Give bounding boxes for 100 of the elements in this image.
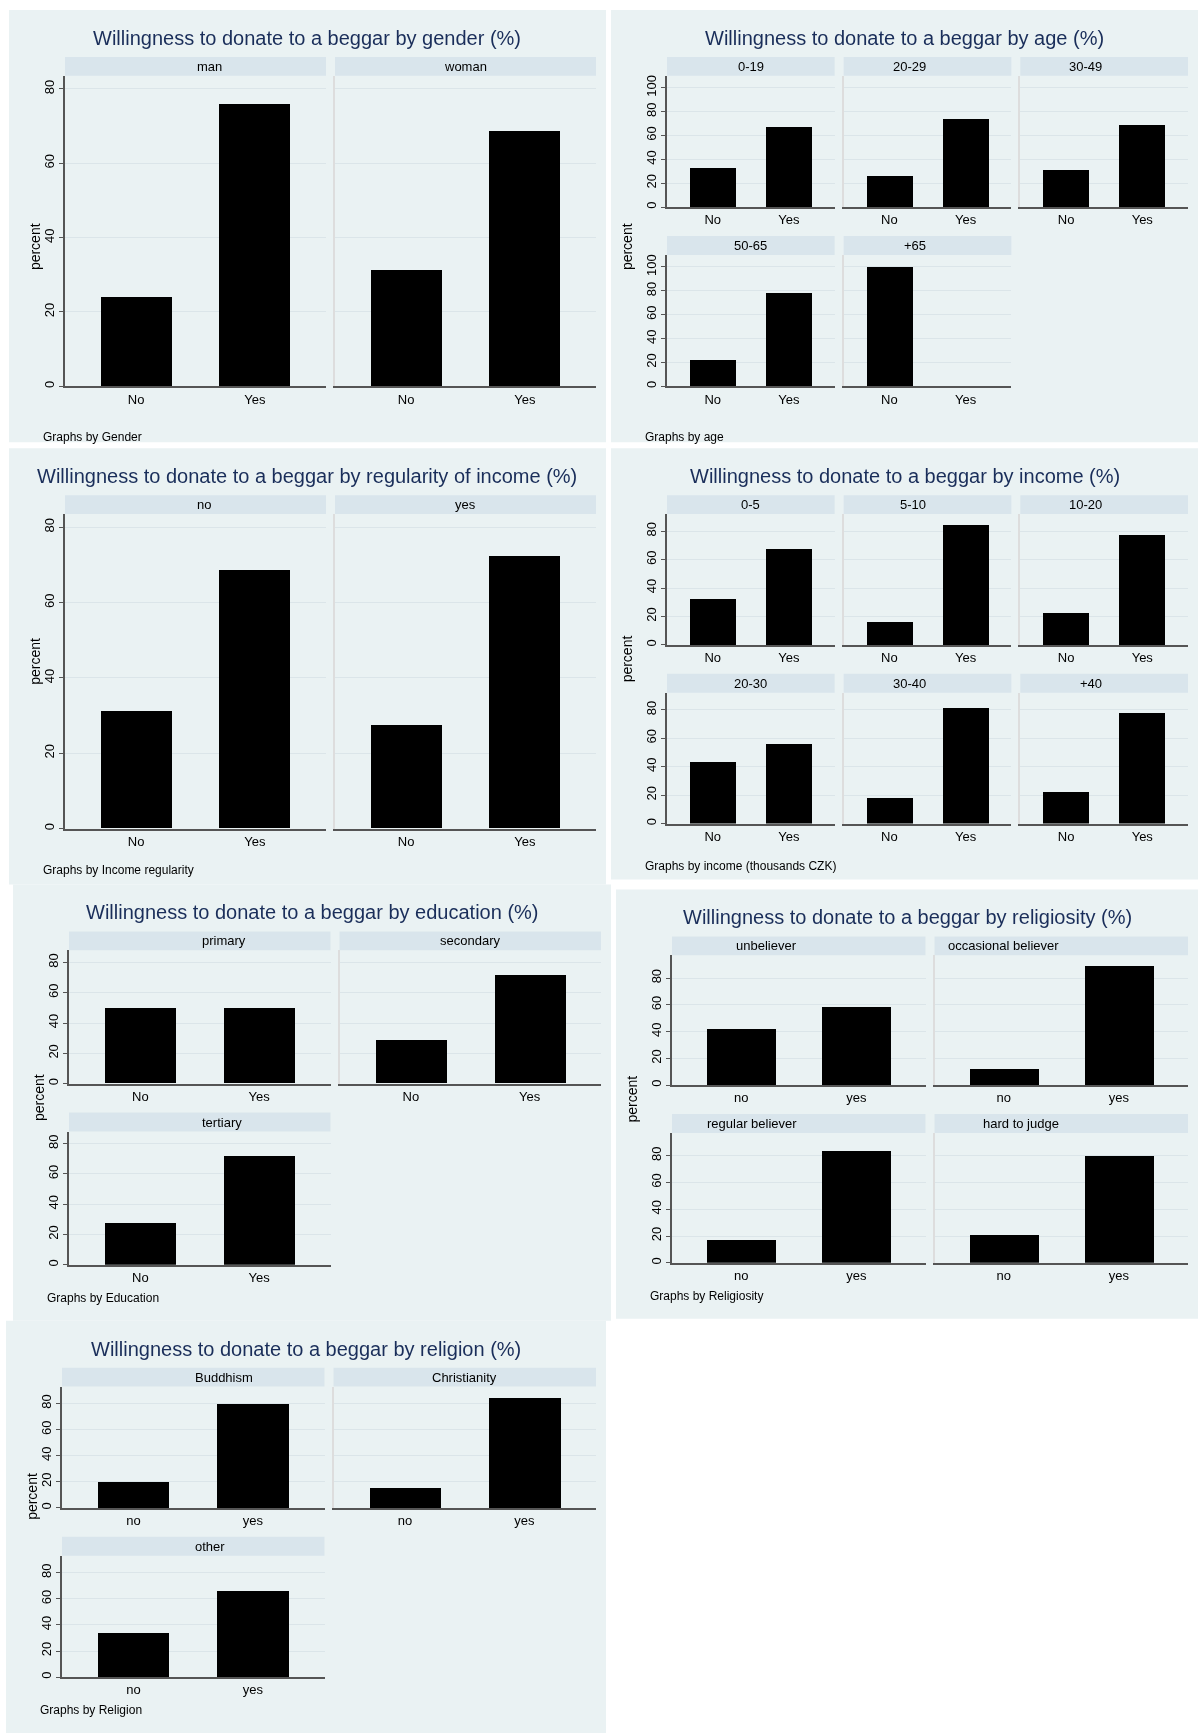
y-tick-label: 0 (42, 823, 58, 831)
x-tick-label: No (1057, 650, 1075, 666)
x-tick-label: Yes (778, 650, 801, 666)
y-tick-label: 40 (649, 1022, 665, 1037)
y-tick-label: 40 (649, 1200, 665, 1215)
x-tick-label: yes (242, 1513, 264, 1529)
y-tick-label: 80 (644, 700, 660, 716)
y-axis-title: percent (624, 1075, 641, 1123)
chart-subtitle: 5-10 (900, 497, 927, 512)
x-tick-label: no (733, 1268, 749, 1284)
text: Graphs by Religion (40, 1703, 143, 1717)
x-tick-label: yes (846, 1090, 867, 1106)
text: Willingness to donate to a beggar by age (%) (705, 27, 1105, 49)
y-tick-label: 80 (39, 1563, 55, 1579)
x-tick-label: No (127, 391, 145, 407)
x-tick-label: No (704, 650, 722, 666)
y-tick-label: 80 (42, 79, 58, 95)
chart-subtitle: +65 (904, 238, 927, 253)
y-tick-label: 60 (644, 126, 660, 141)
y-tick-label: 0 (649, 1079, 665, 1087)
y-tick-label: 40 (644, 757, 660, 773)
y-tick-label: 80 (649, 1146, 665, 1162)
chart-subtitle: hard to judge (983, 1116, 1059, 1131)
y-tick-label: 40 (46, 1013, 62, 1029)
y-tick-label: 0 (644, 639, 660, 647)
y-tick-label: 0 (39, 1671, 55, 1679)
y-axis-title: percent (27, 638, 44, 685)
x-tick-label: no (126, 1513, 141, 1529)
y-tick-label: 60 (644, 550, 660, 565)
chart-title: Willingness to donate to a beggar by religiosity (%) (683, 906, 1133, 928)
x-tick-label: No (397, 833, 415, 849)
chart-subtitle: 10-20 (1069, 497, 1103, 512)
x-tick-label: Yes (514, 833, 536, 849)
y-tick-label: 80 (649, 968, 665, 984)
chart-subtitle: 50-65 (734, 238, 768, 253)
x-tick-label: yes (1108, 1090, 1130, 1106)
x-tick-label: No (881, 650, 898, 666)
chart-subtitle: primary (202, 933, 246, 948)
y-tick-label: 20 (649, 1226, 665, 1242)
text: Graphs by Gender (43, 430, 142, 444)
y-tick-label: 0 (39, 1502, 55, 1510)
chart-subtitle: 0-5 (741, 497, 760, 512)
y-tick-label: 20 (39, 1641, 55, 1657)
text: Graphs by income (thousands CZK) (645, 859, 837, 873)
x-tick-label: yes (514, 1513, 536, 1529)
chart-title: Willingness to donate to a beggar by education (%) (86, 901, 539, 923)
y-tick-label: 80 (46, 953, 62, 968)
x-tick-label: No (132, 1088, 149, 1104)
y-tick-label: 100 (644, 75, 660, 97)
chart-subtitle: +40 (1080, 676, 1103, 691)
x-tick-label: Yes (244, 391, 266, 407)
x-tick-label: No (1057, 212, 1075, 228)
y-tick-label: 80 (644, 281, 660, 297)
chart-subtitle: secondary (440, 933, 501, 948)
chart-subtitle: 20-30 (734, 676, 768, 691)
chart-title: Willingness to donate to a beggar by religion (%) (91, 1338, 522, 1360)
y-tick-label: 40 (42, 668, 58, 684)
x-tick-label: Yes (248, 1270, 271, 1286)
text: Graphs by Income regularity (43, 863, 194, 877)
text: Graphs by Religiosity (650, 1289, 764, 1303)
y-tick-label: 60 (46, 1164, 62, 1180)
y-tick-label: 0 (46, 1078, 62, 1086)
chart-subtitle: 0-19 (738, 59, 765, 74)
chart-subtitle: Christianity (432, 1370, 497, 1385)
y-tick-label: 60 (42, 154, 58, 169)
x-tick-label: Yes (1131, 212, 1154, 228)
y-tick-label: 60 (644, 305, 660, 321)
x-tick-label: No (881, 212, 898, 228)
chart-subtitle: regular believer (707, 1116, 798, 1131)
y-axis-title: percent (30, 1074, 47, 1122)
y-axis-title: percent (618, 635, 635, 683)
x-tick-label: No (132, 1270, 149, 1286)
x-tick-label: Yes (1131, 650, 1154, 666)
x-tick-label: Yes (1131, 828, 1154, 844)
y-tick-label: 40 (46, 1195, 62, 1210)
x-tick-label: Yes (955, 828, 977, 844)
y-tick-label: 40 (644, 329, 660, 344)
chart-subtitle: no (197, 497, 212, 512)
x-tick-label: No (397, 391, 415, 407)
chart-subtitle: other (195, 1539, 226, 1554)
y-tick-label: 20 (46, 1225, 62, 1240)
x-tick-label: Yes (778, 391, 801, 407)
y-tick-label: 100 (644, 254, 660, 276)
y-tick-label: 0 (42, 380, 58, 388)
y-tick-label: 20 (644, 353, 660, 368)
chart-subtitle: tertiary (202, 1115, 243, 1130)
x-tick-label: Yes (955, 650, 977, 666)
chart-subtitle: man (197, 59, 223, 74)
y-tick-label: 60 (649, 995, 665, 1011)
y-axis-title: percent (24, 1473, 41, 1520)
y-tick-label: 60 (42, 593, 58, 608)
y-tick-label: 20 (39, 1472, 55, 1488)
y-tick-label: 60 (39, 1420, 55, 1435)
x-tick-label: Yes (514, 391, 536, 407)
chart-subtitle: yes (455, 497, 476, 512)
x-tick-label: Yes (519, 1088, 541, 1104)
y-tick-label: 0 (46, 1259, 62, 1267)
chart-title: Willingness to donate to a beggar by gender (%) (93, 27, 522, 49)
y-tick-label: 80 (39, 1394, 55, 1409)
x-tick-label: No (881, 828, 898, 844)
